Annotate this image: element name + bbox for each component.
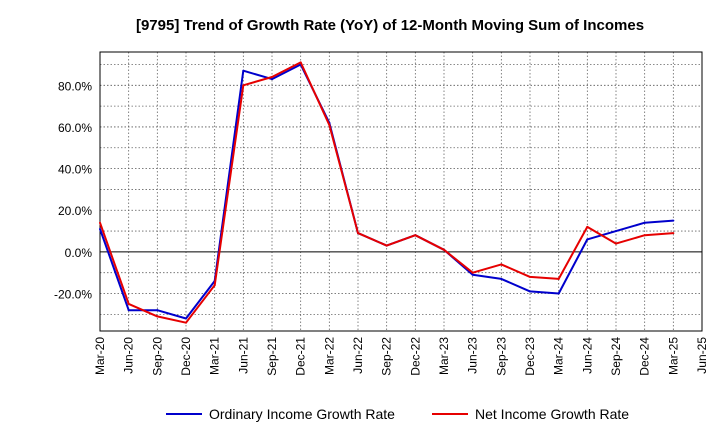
data-point (127, 309, 130, 312)
x-tick-label: Mar-25 (666, 337, 680, 375)
data-point (328, 123, 331, 126)
data-point (557, 292, 560, 295)
data-point (357, 232, 359, 235)
y-tick-label: 40.0% (58, 163, 92, 177)
data-point (615, 242, 617, 245)
x-tick-label: Dec-22 (408, 337, 422, 376)
x-tick-label: Dec-23 (523, 337, 537, 376)
data-point (185, 321, 187, 324)
x-tick-label: Jun-21 (236, 337, 250, 374)
data-point (127, 302, 130, 305)
y-tick-label: 60.0% (58, 121, 92, 135)
data-point (443, 248, 445, 251)
x-tick-label: Dec-20 (179, 337, 193, 376)
x-tick-label: Dec-24 (638, 337, 652, 376)
x-tick-label: Mar-21 (208, 337, 222, 375)
x-tick-label: Mar-24 (552, 337, 566, 375)
data-point (414, 234, 417, 237)
data-point (299, 61, 302, 64)
x-tick-label: Mar-22 (322, 337, 336, 375)
x-tick-label: Sep-22 (380, 337, 394, 376)
data-point (500, 277, 503, 280)
x-tick-label: Jun-24 (580, 337, 594, 374)
x-tick-label: Jun-22 (351, 337, 365, 374)
data-point (586, 225, 589, 228)
x-tick-label: Sep-24 (609, 337, 623, 376)
x-tick-label: Mar-20 (93, 337, 107, 375)
data-point (99, 221, 101, 224)
data-point (156, 309, 159, 312)
grid (99, 52, 703, 331)
data-point (385, 244, 388, 247)
x-tick-label: Mar-23 (437, 337, 451, 375)
data-point (242, 84, 245, 87)
x-tick-label: Jun-23 (466, 337, 480, 374)
y-tick-label: 0.0% (65, 246, 93, 260)
data-point (529, 275, 531, 278)
plot-frame (99, 51, 703, 332)
legend: Ordinary Income Growth Rate Net Income Gr… (166, 406, 629, 422)
data-point (672, 232, 675, 235)
data-point (471, 273, 474, 276)
data-point (643, 234, 646, 237)
data-point (529, 290, 531, 293)
data-point (586, 238, 589, 241)
x-tick-label: Sep-20 (150, 337, 164, 376)
data-point (242, 69, 245, 72)
x-tick-label: Sep-21 (265, 337, 279, 376)
series (99, 61, 675, 324)
data-point (99, 227, 101, 230)
y-tick-label: -20.0% (54, 288, 92, 302)
axes: -20.0% 0.0% 20.0% 40.0% 60.0% 80.0% Mar-20 Jun-… (54, 51, 709, 376)
data-point (156, 315, 159, 318)
legend-label: Net Income Growth Rate (475, 406, 629, 422)
chart-title: [9795] Trend of Growth Rate (YoY) of 12-… (136, 17, 644, 34)
data-point (271, 75, 273, 78)
legend-label: Ordinary Income Growth Rate (209, 406, 395, 422)
data-point (471, 271, 474, 274)
x-tick-label: Sep-23 (494, 337, 508, 376)
data-point (271, 78, 273, 81)
y-tick-label: 20.0% (58, 204, 92, 218)
x-tick-label: Dec-21 (294, 337, 308, 376)
data-point (557, 277, 560, 280)
data-point (213, 284, 216, 287)
data-point (185, 317, 187, 320)
data-point (615, 230, 617, 233)
data-point (643, 221, 646, 224)
data-point (672, 219, 675, 222)
x-tick-label: Jun-20 (122, 337, 136, 374)
x-tick-label: Jun-25 (695, 337, 709, 374)
y-tick-label: 80.0% (58, 79, 92, 93)
data-point (500, 263, 503, 266)
